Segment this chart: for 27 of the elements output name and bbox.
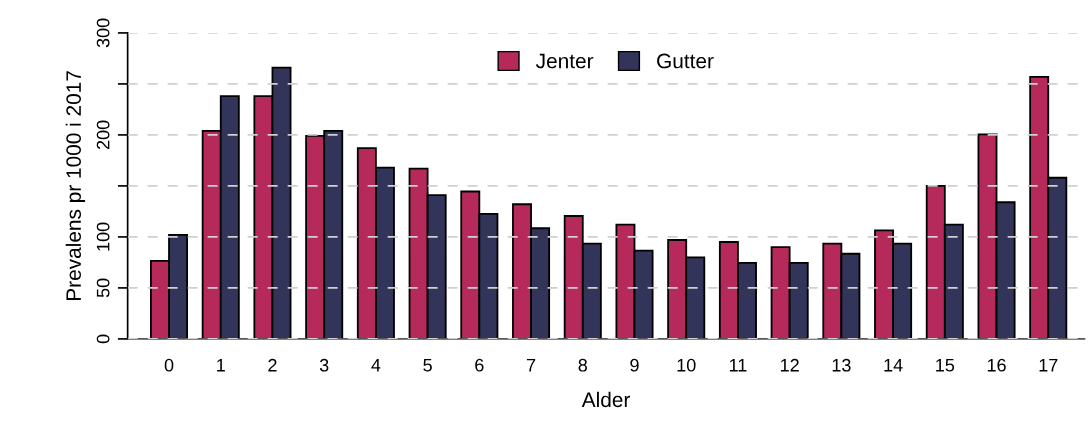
y-axis-title: Prevalens pr 1000 i 2017 — [65, 71, 86, 301]
x-tick-label: 2 — [268, 358, 277, 372]
x-tick-label: 10 — [677, 358, 696, 372]
x-tick-label: 12 — [780, 358, 799, 372]
x-tick-label: 14 — [884, 359, 903, 372]
x-tick-label: 13 — [832, 358, 851, 372]
y-tick-label: 0 — [96, 334, 110, 344]
x-tick-label: 17 — [1039, 359, 1058, 372]
x-tick-label: 1 — [217, 359, 225, 372]
x-tick-label: 5 — [423, 359, 432, 372]
y-tick-label: 300 — [96, 18, 110, 48]
x-tick-label: 3 — [319, 358, 329, 372]
x-tick-label: 9 — [630, 358, 639, 372]
legend-label: Jenter — [535, 53, 594, 69]
x-tick-label: 8 — [578, 358, 588, 372]
legend-label: Gutter — [657, 53, 714, 69]
x-tick-label: 16 — [987, 358, 1006, 372]
x-tick-label: 7 — [526, 359, 536, 372]
y-tick-label: 100 — [96, 222, 110, 251]
x-axis-title: Alder — [581, 391, 631, 408]
x-tick-label: 4 — [371, 359, 381, 372]
y-tick-label: 200 — [96, 120, 110, 150]
x-tick-label: 11 — [729, 359, 747, 372]
x-tick-label: 6 — [475, 358, 484, 372]
y-tick-label: 50 — [96, 278, 110, 298]
x-tick-label: 15 — [936, 359, 955, 372]
x-tick-label: 0 — [164, 358, 174, 372]
